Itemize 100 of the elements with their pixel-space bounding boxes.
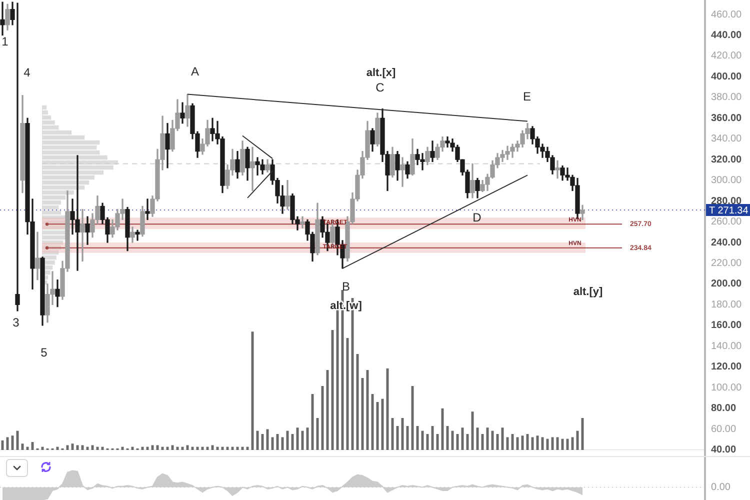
- y-tick-label: 260.00: [711, 216, 742, 228]
- bar: [346, 338, 349, 450]
- bar: [81, 445, 84, 450]
- y-tick-label: 380.00: [711, 92, 742, 104]
- bar: [421, 430, 424, 450]
- bar: [291, 434, 294, 450]
- bar: [121, 446, 124, 450]
- bar: [176, 446, 179, 450]
- bar: [546, 438, 549, 450]
- bar: [406, 426, 409, 450]
- y-tick-label: 180.00: [711, 299, 742, 310]
- bar: [311, 394, 314, 450]
- bar: [6, 437, 9, 450]
- bar: [201, 446, 204, 450]
- bar: [456, 434, 459, 450]
- bar: [441, 408, 444, 450]
- bar: [476, 428, 479, 450]
- candlestick: [555, 160, 560, 179]
- bar: [196, 446, 199, 450]
- bar: [86, 446, 89, 450]
- bar: [226, 446, 229, 450]
- bar: [326, 370, 329, 450]
- bar: [526, 434, 529, 450]
- ref-line-label: 0.00: [711, 482, 731, 493]
- bar: [236, 446, 239, 450]
- bar: [396, 426, 399, 450]
- bar: [496, 434, 499, 450]
- bar: [166, 446, 169, 450]
- bar: [286, 430, 289, 450]
- bar: [186, 445, 189, 450]
- bar: [481, 434, 484, 450]
- annotation: 5: [40, 345, 48, 360]
- bar: [246, 446, 249, 450]
- y-tick-label: 100.00: [711, 382, 742, 394]
- y-tick-label: 80.00: [711, 403, 736, 414]
- bar: [261, 434, 264, 450]
- bar: [501, 428, 504, 450]
- y-tick-label: 160.00: [711, 320, 742, 332]
- bar: [266, 429, 269, 450]
- bar: [301, 430, 304, 450]
- annotation: D: [472, 210, 482, 224]
- annotation: 4: [24, 65, 31, 80]
- bar: [541, 437, 544, 450]
- candlestick: [35, 232, 40, 280]
- candlestick: [250, 146, 255, 192]
- bar: [366, 370, 369, 450]
- bar: [381, 398, 384, 450]
- candlestick: [300, 216, 305, 228]
- bar: [11, 436, 14, 450]
- bar: [101, 446, 104, 450]
- y-tick-label: 40.00: [711, 444, 736, 456]
- bar: [131, 446, 134, 450]
- bar: [146, 446, 149, 450]
- bar: [486, 428, 489, 450]
- bar: [416, 426, 419, 450]
- bar: [556, 437, 559, 450]
- bar: [66, 445, 69, 450]
- bar: [571, 437, 574, 450]
- annotation: A: [190, 64, 200, 78]
- bar: [211, 445, 214, 450]
- bar: [271, 437, 274, 450]
- y-tick-label: 240.00: [711, 237, 742, 248]
- bar: [41, 446, 44, 450]
- bar: [471, 412, 474, 450]
- bar: [446, 426, 449, 450]
- bar: [76, 445, 79, 450]
- bar: [21, 444, 24, 450]
- bar: [26, 446, 29, 450]
- bar: [251, 332, 254, 450]
- bar: [386, 368, 389, 450]
- bar: [411, 386, 414, 450]
- ref-line-label: T 271.34: [709, 205, 749, 216]
- candlestick: [80, 209, 85, 262]
- bar: [516, 437, 519, 450]
- bar: [431, 426, 434, 450]
- bar: [171, 445, 174, 450]
- bar: [461, 428, 464, 450]
- annotation: alt.[y]: [573, 286, 603, 298]
- bar: [296, 428, 299, 450]
- bar: [316, 418, 319, 450]
- bar: [466, 434, 469, 450]
- annotation: E: [522, 89, 532, 104]
- bar: [156, 445, 159, 450]
- y-tick-label: 420.00: [711, 50, 742, 62]
- bar: [391, 418, 394, 450]
- bar: [151, 445, 154, 450]
- bar: [491, 430, 494, 450]
- bar: [371, 394, 374, 450]
- bar: [56, 446, 59, 450]
- bar: [401, 418, 404, 450]
- y-tick-label: 360.00: [711, 112, 742, 124]
- bar: [356, 354, 359, 450]
- annotation: 3: [12, 315, 20, 330]
- annotation: C: [376, 80, 385, 94]
- candlestick: [400, 157, 405, 187]
- bar: [1, 440, 4, 450]
- bar: [536, 436, 539, 450]
- bar: [221, 446, 224, 450]
- bar: [31, 442, 34, 450]
- bar: [231, 446, 234, 450]
